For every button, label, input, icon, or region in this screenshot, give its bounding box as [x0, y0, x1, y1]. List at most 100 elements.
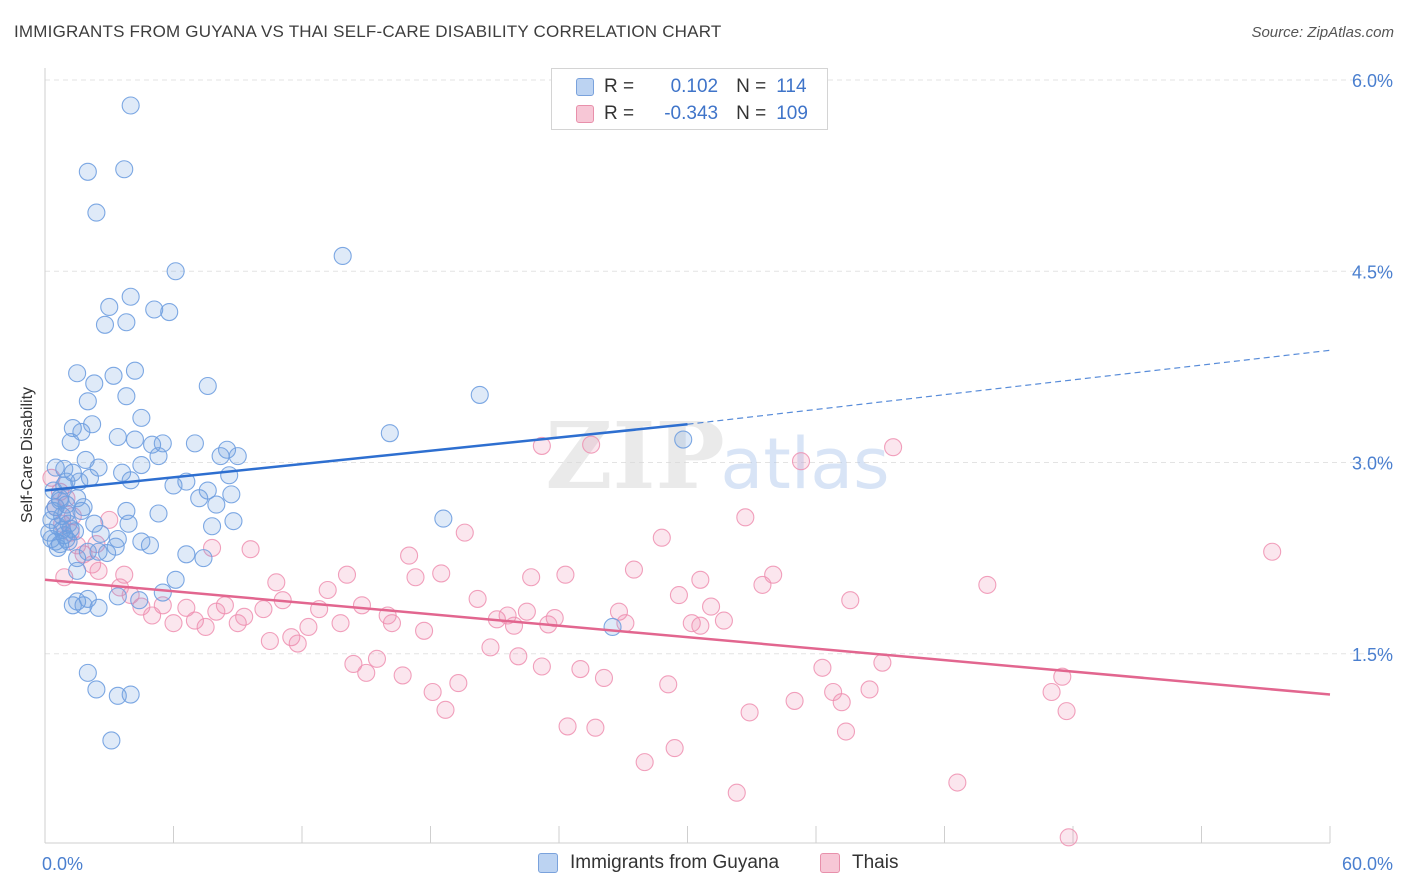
- guyana-point: [95, 315, 115, 334]
- thais-point: [791, 452, 811, 471]
- watermark-atlas: atlas: [720, 423, 889, 505]
- thais-trend-line: [44, 578, 1331, 696]
- legend-r-value: 0.102: [670, 76, 719, 97]
- guyana-trend-extension: [687, 349, 1331, 425]
- legend-swatch-guyana: [576, 78, 594, 96]
- guyana-point: [198, 481, 217, 500]
- thais-point: [164, 614, 183, 633]
- thais-point: [594, 668, 614, 688]
- thais-point: [432, 564, 451, 583]
- legend-n-value: 114: [776, 76, 807, 97]
- thais-point: [517, 602, 536, 621]
- thais-point: [481, 638, 500, 657]
- guyana-point: [78, 663, 97, 682]
- thais-point: [1263, 542, 1282, 561]
- guyana-point: [85, 374, 104, 393]
- guyana-point: [117, 387, 136, 406]
- guyana-point: [100, 297, 119, 317]
- thais-point: [635, 753, 654, 772]
- axes: [44, 68, 1331, 844]
- thais-point: [702, 597, 721, 616]
- thais-point: [299, 617, 318, 637]
- thais-point: [352, 596, 372, 615]
- thais-point: [532, 436, 551, 455]
- guyana-point: [333, 246, 352, 265]
- guyana-point: [108, 587, 127, 606]
- thais-point: [558, 717, 577, 736]
- thais-point: [337, 565, 357, 584]
- thais-point: [267, 573, 286, 592]
- bottom-legend-thais: Thais: [820, 852, 898, 874]
- guyana-point: [217, 440, 237, 459]
- thais-point: [736, 508, 755, 527]
- thais-point: [196, 617, 215, 637]
- guyana-point: [224, 512, 243, 531]
- legend-n-value: 109: [776, 103, 808, 124]
- thais-point: [367, 649, 387, 668]
- guyana-point: [98, 543, 117, 563]
- trend-lines: [44, 349, 1331, 696]
- thais-point: [177, 598, 196, 617]
- thais-point: [89, 561, 108, 580]
- legend-row-guyana: R = 0.102 N = 114: [576, 74, 807, 100]
- guyana-point: [153, 583, 172, 602]
- correlation-legend: R = 0.102 N = 114 R = -0.343 N = 109: [551, 68, 828, 130]
- thais-point: [509, 647, 528, 666]
- guyana-point: [185, 434, 204, 453]
- guyana-point: [160, 302, 179, 322]
- guyana-point: [72, 501, 91, 521]
- thais-point: [532, 657, 551, 676]
- guyana-point: [78, 392, 97, 411]
- thais-point: [884, 438, 903, 457]
- y-tick-label: 6.0%: [1352, 71, 1393, 91]
- thais-point: [449, 674, 468, 693]
- tick-labels: 1.5% 3.0% 4.5% 6.0% 0.0% 60.0%: [42, 71, 1393, 874]
- thais-point: [860, 680, 879, 699]
- guyana-point: [83, 415, 102, 434]
- legend-n-label: N =: [736, 76, 767, 97]
- guyana-point: [674, 430, 693, 449]
- guyana-point: [85, 514, 104, 533]
- guyana-point: [220, 466, 239, 485]
- thais-point: [260, 631, 279, 651]
- guyana-point: [166, 262, 185, 281]
- chart-title: IMMIGRANTS FROM GUYANA VS THAI SELF-CARE…: [14, 22, 722, 41]
- thais-point: [582, 435, 601, 454]
- guyana-point: [149, 504, 168, 523]
- guyana-point: [68, 561, 87, 580]
- guyana-point: [104, 366, 123, 385]
- guyana-point: [63, 419, 82, 438]
- thais-point: [832, 693, 851, 712]
- guyana-point: [55, 459, 74, 478]
- thais-point: [1042, 682, 1061, 702]
- thais-point: [241, 540, 260, 559]
- thais-point: [813, 658, 832, 677]
- watermark: ZIP atlas: [545, 402, 889, 510]
- guyana-point: [87, 203, 106, 222]
- guyana-point: [68, 364, 87, 383]
- thais-point: [571, 659, 590, 679]
- thais-point: [714, 611, 733, 630]
- thais-point: [1057, 702, 1076, 721]
- thais-point: [669, 586, 688, 605]
- bottom-legend-swatch-thais: [820, 853, 840, 873]
- guyana-point: [130, 591, 149, 610]
- thais-point: [423, 682, 442, 702]
- legend-swatch-thais: [576, 105, 594, 123]
- guyana-point: [117, 313, 136, 332]
- guyana-point: [434, 509, 453, 528]
- guyana-point: [68, 549, 87, 568]
- thais-point: [609, 602, 629, 621]
- thais-point: [740, 703, 759, 722]
- guyana-point: [115, 160, 134, 179]
- guyana-point: [119, 514, 138, 533]
- thais-point: [652, 528, 671, 547]
- thais-point: [665, 739, 684, 758]
- legend-r-label: R =: [604, 76, 635, 97]
- guyana-point: [203, 517, 222, 536]
- thais-point: [468, 589, 487, 608]
- guyana-point: [59, 532, 78, 551]
- guyana-point: [132, 455, 151, 475]
- guyana-point: [380, 424, 399, 443]
- thais-point: [215, 596, 234, 615]
